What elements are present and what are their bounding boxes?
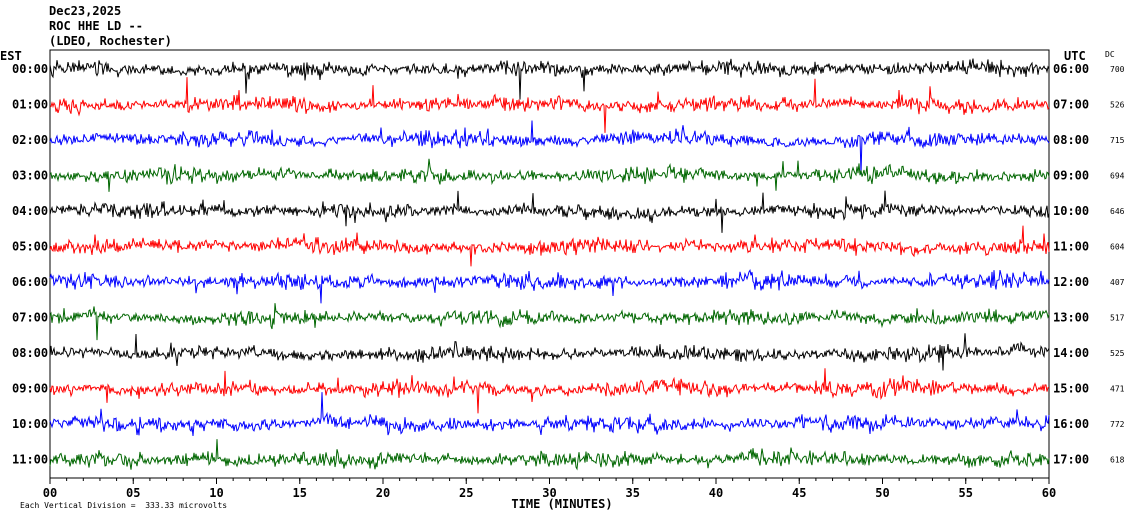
right-hour-label: 16:00 (1053, 417, 1089, 431)
dc-value: 694 (1110, 172, 1125, 181)
right-hour-label: 06:00 (1053, 62, 1089, 76)
seismic-trace-0200 (49, 120, 1050, 175)
right-hour-label: 12:00 (1053, 275, 1089, 289)
left-hour-label: 07:00 (12, 311, 48, 325)
x-tick-label: 20 (376, 486, 390, 500)
x-tick-label: 35 (626, 486, 640, 500)
x-tick-label: 60 (1042, 486, 1056, 500)
seismic-trace-0900 (49, 368, 1050, 414)
right-hour-label: 13:00 (1053, 311, 1089, 325)
date-title: Dec23,2025 (49, 4, 122, 18)
left-hour-label: 09:00 (12, 382, 48, 396)
right-hour-label: 17:00 (1053, 453, 1089, 467)
dc-value: 772 (1110, 420, 1125, 429)
x-axis-label: TIME (MINUTES) (511, 497, 612, 511)
x-tick-label: 30 (542, 486, 556, 500)
seismic-trace-0600 (49, 268, 1050, 304)
right-hour-label: 15:00 (1053, 382, 1089, 396)
seismic-trace-0300 (49, 158, 1050, 192)
seismic-trace-0100 (49, 77, 1050, 133)
x-tick-label: 15 (293, 486, 307, 500)
dc-value: 646 (1110, 207, 1125, 216)
dc-value: 525 (1110, 349, 1125, 358)
scale-note: Each Vertical Division = 333.33 microvol… (20, 501, 227, 510)
left-axis-label: EST (0, 49, 22, 63)
right-hour-label: 14:00 (1053, 346, 1089, 360)
seismic-trace-0000 (49, 58, 1050, 100)
left-hour-label: 08:00 (12, 346, 48, 360)
station-title: ROC HHE LD -- (49, 19, 143, 33)
dc-value: 618 (1110, 456, 1125, 465)
right-hour-label: 09:00 (1053, 169, 1089, 183)
x-tick-label: 50 (875, 486, 889, 500)
dc-value: 517 (1110, 314, 1125, 323)
left-hour-label: 10:00 (12, 417, 48, 431)
left-hour-label: 04:00 (12, 204, 48, 218)
dc-value: 715 (1110, 136, 1125, 145)
seismic-trace-0800 (49, 333, 1050, 371)
dc-value: 604 (1110, 243, 1125, 252)
dc-value: 471 (1110, 385, 1125, 394)
x-tick-label: 45 (792, 486, 806, 500)
seismic-trace-0700 (49, 303, 1050, 341)
seismic-trace-1000 (49, 392, 1050, 437)
x-tick-label: 25 (459, 486, 473, 500)
right-hour-label: 10:00 (1053, 204, 1089, 218)
network-title: (LDEO, Rochester) (49, 34, 172, 48)
seismic-trace-0500 (49, 225, 1050, 267)
plot-frame (49, 49, 1050, 479)
x-tick-label: 05 (126, 486, 140, 500)
left-hour-label: 11:00 (12, 453, 48, 467)
dc-value: 700 (1110, 65, 1125, 74)
left-hour-label: 02:00 (12, 133, 48, 147)
right-hour-label: 11:00 (1053, 240, 1089, 254)
x-tick-label: 40 (709, 486, 723, 500)
left-hour-label: 05:00 (12, 240, 48, 254)
seismic-trace-1100 (49, 439, 1050, 471)
dc-value: 526 (1110, 101, 1125, 110)
left-hour-label: 06:00 (12, 275, 48, 289)
left-hour-label: 03:00 (12, 169, 48, 183)
x-tick-label: 00 (43, 486, 57, 500)
left-hour-label: 01:00 (12, 98, 48, 112)
right-hour-label: 08:00 (1053, 133, 1089, 147)
dc-value: 407 (1110, 278, 1125, 287)
x-tick-label: 10 (209, 486, 223, 500)
x-tick-label: 55 (959, 486, 973, 500)
dc-label: DC (1105, 50, 1115, 59)
left-hour-label: 00:00 (12, 62, 48, 76)
right-hour-label: 07:00 (1053, 98, 1089, 112)
seismic-trace-0400 (49, 190, 1050, 233)
right-axis-label: UTC (1064, 49, 1086, 63)
